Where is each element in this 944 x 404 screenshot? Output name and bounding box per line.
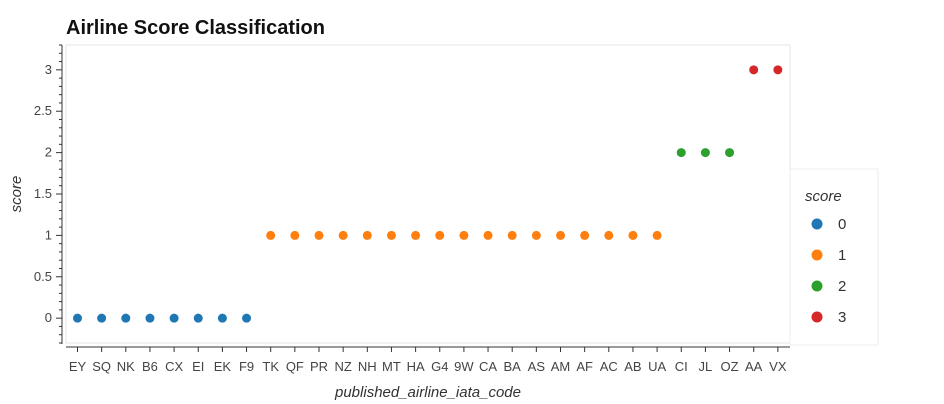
- x-tick-label: AC: [600, 359, 618, 374]
- x-tick-label: AA: [745, 359, 763, 374]
- data-point-EY: [73, 313, 82, 323]
- x-tick-label: PR: [310, 359, 328, 374]
- legend-marker-1: [811, 249, 823, 261]
- data-point-SQ: [97, 313, 107, 323]
- data-point-HA: [411, 230, 421, 240]
- legend-marker-3: [811, 311, 823, 323]
- data-point-QF: [290, 230, 300, 240]
- y-tick-label: 1.5: [34, 186, 52, 201]
- data-point-PR: [314, 230, 324, 240]
- x-tick-label: OZ: [721, 359, 739, 374]
- x-tick-label: F9: [239, 359, 254, 374]
- y-tick-label: 3: [45, 62, 52, 77]
- x-tick-label: CA: [479, 359, 497, 374]
- x-tick-label: BA: [504, 359, 522, 374]
- data-point-NH: [362, 230, 372, 240]
- data-point-CI: [676, 148, 686, 158]
- data-point-AC: [604, 230, 614, 240]
- data-point-B6: [145, 313, 155, 323]
- data-point-EK: [217, 313, 227, 323]
- x-tick-label: CI: [675, 359, 688, 374]
- legend: score 0 1 2 3: [789, 168, 879, 346]
- data-point-AB: [628, 230, 638, 240]
- y-tick-label: 2.5: [34, 103, 52, 118]
- y-axis: 0 0.5 1 1.5 2 2.5 3: [34, 44, 63, 344]
- x-tick-label: EI: [192, 359, 204, 374]
- x-axis-label: published_airline_iata_code: [334, 384, 521, 401]
- x-tick-label: 9W: [454, 359, 474, 374]
- x-tick-label: NH: [358, 359, 377, 374]
- legend-marker-0: [811, 218, 823, 230]
- data-point-TK: [266, 230, 276, 240]
- x-tick-label: B6: [142, 359, 158, 374]
- data-point-CA: [483, 230, 493, 240]
- y-tick-label: 0.5: [34, 269, 52, 284]
- x-tick-label: VX: [769, 359, 787, 374]
- data-point-9W: [459, 230, 469, 240]
- data-point-NZ: [338, 230, 348, 240]
- x-tick-label: AB: [624, 359, 641, 374]
- x-tick-label: G4: [431, 359, 448, 374]
- legend-label-1: 1: [838, 247, 846, 264]
- legend-label-3: 3: [838, 309, 846, 326]
- data-point-UA: [652, 230, 662, 240]
- data-point-JL: [700, 148, 710, 158]
- data-point-AM: [556, 230, 565, 240]
- data-point-CX: [169, 313, 179, 323]
- x-tick-label: EK: [214, 359, 232, 374]
- x-tick-label: MT: [382, 359, 401, 374]
- x-tick-label: JL: [699, 359, 713, 374]
- legend-box: [789, 168, 879, 346]
- data-point-NK: [121, 313, 131, 323]
- legend-label-0: 0: [838, 216, 846, 233]
- x-tick-label: NZ: [334, 359, 351, 374]
- x-axis: EY SQ NK B6 CX EI EK F9 TK QF PR NZ NH MT HA G4 9W CA BA AS…: [66, 346, 790, 374]
- chart-title: Airline Score Classification: [66, 17, 325, 39]
- data-point-AF: [580, 230, 590, 240]
- data-points: [73, 65, 783, 323]
- x-tick-label: HA: [407, 359, 425, 374]
- data-point-BA: [507, 230, 517, 240]
- x-tick-label: TK: [262, 359, 279, 374]
- x-tick-label: EY: [69, 359, 87, 374]
- data-point-AA: [749, 65, 759, 75]
- x-tick-label: AF: [576, 359, 593, 374]
- legend-title: score: [805, 188, 842, 205]
- legend-marker-2: [811, 280, 823, 292]
- data-point-VX: [773, 65, 783, 75]
- data-point-MT: [386, 230, 396, 240]
- x-tick-label: NK: [117, 359, 135, 374]
- x-tick-label: AM: [551, 359, 571, 374]
- data-point-OZ: [725, 148, 735, 158]
- x-tick-label: CX: [165, 359, 183, 374]
- data-point-AS: [531, 230, 541, 240]
- x-tick-label: SQ: [92, 359, 111, 374]
- plot-area: [65, 44, 791, 344]
- y-tick-label: 1: [45, 227, 52, 242]
- data-point-G4: [435, 230, 445, 240]
- x-tick-label: QF: [286, 359, 304, 374]
- y-tick-label: 0: [45, 310, 52, 325]
- legend-label-2: 2: [838, 278, 846, 295]
- x-tick-label: UA: [648, 359, 666, 374]
- y-axis-label: score: [8, 176, 25, 213]
- data-point-F9: [242, 313, 252, 323]
- data-point-EI: [193, 313, 203, 323]
- x-tick-label: AS: [528, 359, 546, 374]
- y-tick-label: 2: [45, 145, 52, 160]
